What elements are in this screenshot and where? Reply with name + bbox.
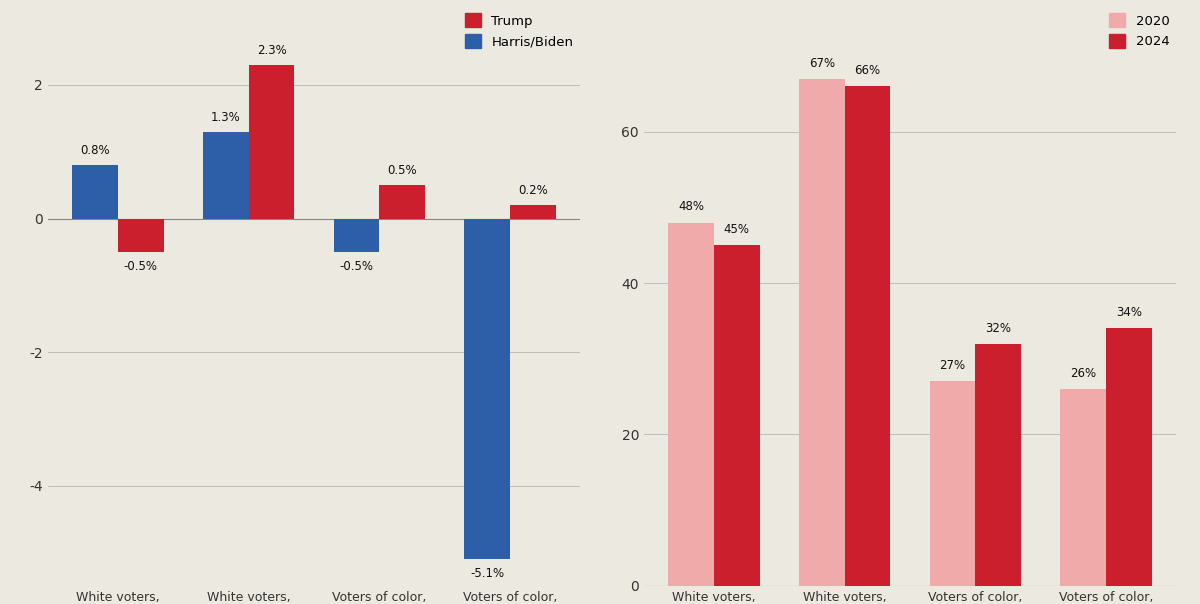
Bar <box>248 65 294 219</box>
Text: 26%: 26% <box>1070 367 1097 380</box>
Bar <box>72 165 118 219</box>
Text: 0.5%: 0.5% <box>388 164 418 177</box>
Legend: Trump, Harris/Biden: Trump, Harris/Biden <box>466 13 574 48</box>
Text: 32%: 32% <box>985 321 1012 335</box>
Bar <box>1106 329 1152 586</box>
Text: 67%: 67% <box>809 57 835 69</box>
Text: -5.1%: -5.1% <box>470 567 504 580</box>
Text: 2.3%: 2.3% <box>257 44 287 57</box>
Bar <box>930 382 976 586</box>
Bar <box>118 219 163 252</box>
Text: 0.8%: 0.8% <box>80 144 110 157</box>
Bar <box>379 185 425 219</box>
Text: 0.2%: 0.2% <box>518 184 548 197</box>
Bar <box>976 344 1021 586</box>
Bar <box>845 86 890 586</box>
Text: -0.5%: -0.5% <box>124 260 158 273</box>
Bar <box>799 79 845 586</box>
Legend: 2020, 2024: 2020, 2024 <box>1109 13 1170 48</box>
Text: 1.3%: 1.3% <box>211 111 241 124</box>
Bar <box>1061 389 1106 586</box>
Bar <box>510 205 556 219</box>
Text: 34%: 34% <box>1116 306 1142 320</box>
Bar <box>334 219 379 252</box>
Bar <box>203 132 248 219</box>
Text: -0.5%: -0.5% <box>340 260 373 273</box>
Text: 27%: 27% <box>940 359 966 373</box>
Text: 48%: 48% <box>678 201 704 213</box>
Bar <box>668 222 714 586</box>
Bar <box>714 245 760 586</box>
Bar <box>464 219 510 559</box>
Text: 66%: 66% <box>854 64 881 77</box>
Text: 45%: 45% <box>724 223 750 236</box>
